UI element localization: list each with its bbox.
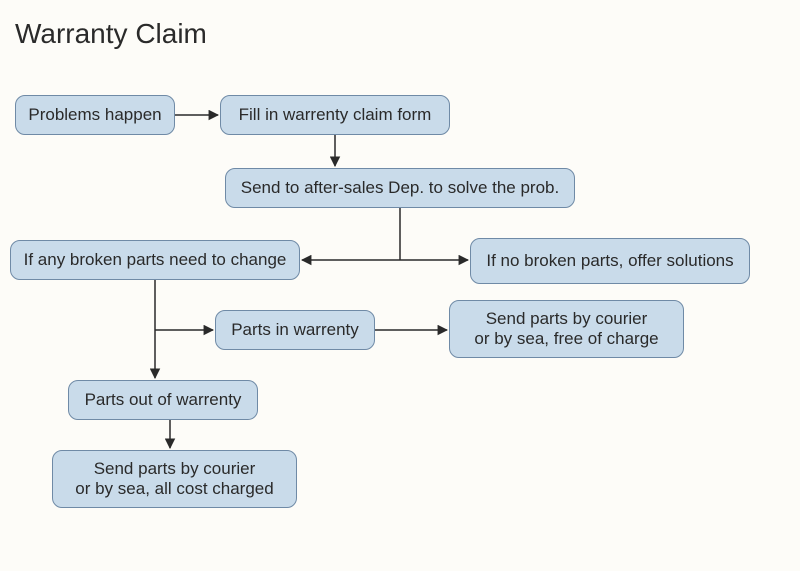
flow-node-n6: Parts in warrenty <box>215 310 375 350</box>
flow-node-label: Send parts by courier or by sea, all cos… <box>75 459 273 499</box>
flow-node-label: Parts in warrenty <box>231 320 359 340</box>
flowchart-canvas: { "title": { "text": "Warranty Claim", "… <box>0 0 800 571</box>
flow-node-n9: Send parts by courier or by sea, all cos… <box>52 450 297 508</box>
diagram-title: Warranty Claim <box>15 18 207 50</box>
flow-node-label: Fill in warrenty claim form <box>239 105 432 125</box>
flow-node-n3: Send to after-sales Dep. to solve the pr… <box>225 168 575 208</box>
flow-node-label: Send parts by courier or by sea, free of… <box>474 309 658 349</box>
flow-node-label: Send to after-sales Dep. to solve the pr… <box>241 178 559 198</box>
flow-node-n1: Problems happen <box>15 95 175 135</box>
flow-node-label: Parts out of warrenty <box>85 390 242 410</box>
flow-node-label: Problems happen <box>28 105 161 125</box>
flow-node-label: If any broken parts need to change <box>24 250 287 270</box>
flow-node-n2: Fill in warrenty claim form <box>220 95 450 135</box>
flow-node-n7: Send parts by courier or by sea, free of… <box>449 300 684 358</box>
flow-node-n5: If no broken parts, offer solutions <box>470 238 750 284</box>
flow-node-label: If no broken parts, offer solutions <box>486 251 733 271</box>
flow-node-n8: Parts out of warrenty <box>68 380 258 420</box>
flow-node-n4: If any broken parts need to change <box>10 240 300 280</box>
